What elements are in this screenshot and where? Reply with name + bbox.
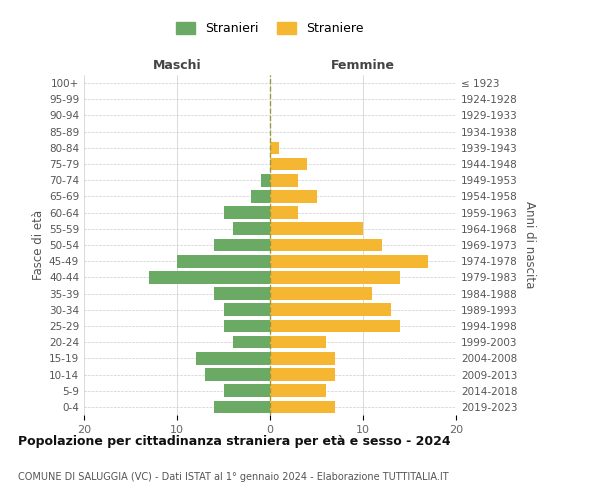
Bar <box>205 368 270 381</box>
Bar <box>223 206 270 219</box>
Bar <box>223 384 270 397</box>
Text: Femmine: Femmine <box>331 59 395 72</box>
Y-axis label: Anni di nascita: Anni di nascita <box>523 202 536 288</box>
Bar <box>223 304 270 316</box>
Bar <box>270 304 391 316</box>
Y-axis label: Fasce di età: Fasce di età <box>32 210 45 280</box>
Bar <box>270 288 372 300</box>
Bar <box>149 271 270 283</box>
Bar <box>270 384 326 397</box>
Bar <box>214 238 270 252</box>
Bar <box>214 400 270 413</box>
Text: Maschi: Maschi <box>152 59 202 72</box>
Bar <box>270 142 280 154</box>
Bar <box>270 400 335 413</box>
Bar <box>233 336 270 348</box>
Legend: Stranieri, Straniere: Stranieri, Straniere <box>172 17 368 40</box>
Bar <box>233 222 270 235</box>
Bar <box>196 352 270 364</box>
Bar <box>270 174 298 186</box>
Bar <box>270 368 335 381</box>
Text: Popolazione per cittadinanza straniera per età e sesso - 2024: Popolazione per cittadinanza straniera p… <box>18 435 451 448</box>
Bar <box>260 174 270 186</box>
Bar <box>270 222 363 235</box>
Bar <box>270 352 335 364</box>
Bar <box>214 288 270 300</box>
Bar <box>270 320 400 332</box>
Bar <box>270 238 382 252</box>
Bar <box>270 336 326 348</box>
Bar <box>177 255 270 268</box>
Bar <box>270 206 298 219</box>
Bar <box>270 158 307 170</box>
Bar <box>270 255 428 268</box>
Text: COMUNE DI SALUGGIA (VC) - Dati ISTAT al 1° gennaio 2024 - Elaborazione TUTTITALI: COMUNE DI SALUGGIA (VC) - Dati ISTAT al … <box>18 472 449 482</box>
Bar <box>270 271 400 283</box>
Bar <box>270 190 317 202</box>
Bar <box>251 190 270 202</box>
Bar <box>223 320 270 332</box>
